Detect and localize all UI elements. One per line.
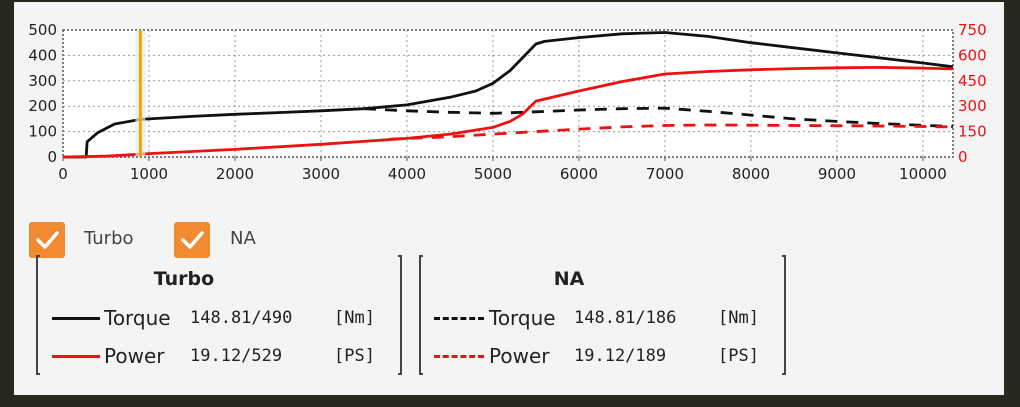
x-tick-label: 5000 [474, 165, 512, 183]
torque-power-chart: 0 1000 2000 3000 4000 5000 6000 7000 8000 9000 100… [28, 21, 987, 183]
y-right-tick-label: 450 [958, 72, 987, 90]
turbo-power-unit: [PS] [334, 346, 375, 366]
turbo-legend-bracket-right [398, 255, 402, 375]
torque-power-panel: 0 1000 2000 3000 4000 5000 6000 7000 8000 9000 100… [14, 2, 1004, 395]
x-tick-label: 3000 [302, 165, 340, 183]
turbo-torque-unit: [Nm] [334, 308, 375, 328]
na-torque-name: Torque [489, 306, 556, 330]
y-right-tick-label: 750 [958, 21, 987, 39]
turbo-torque-name: Torque [104, 306, 171, 330]
y-right-tick-label: 0 [958, 148, 968, 166]
na-torque-value: 148.81/186 [574, 308, 677, 328]
y-left-tick-label: 100 [28, 123, 57, 141]
series-na-torque [363, 106, 954, 128]
turbo-checkbox[interactable] [29, 222, 65, 258]
na-power-legend-row: Power 19.12/189 [PS] [434, 343, 779, 369]
y-left-tick-label: 200 [28, 97, 57, 115]
series-turbo-power [62, 66, 954, 159]
y-right-tick-label: 150 [958, 123, 987, 141]
turbo-torque-value: 148.81/490 [190, 308, 293, 328]
na-legend-bracket-left [419, 255, 423, 375]
turbo-legend-title: Turbo [153, 268, 215, 290]
series-na-power [389, 123, 954, 141]
x-tick-label: 4000 [388, 165, 426, 183]
turbo-power-line-swatch [52, 355, 100, 358]
y-left-tick-label: 300 [28, 72, 57, 90]
checkmark-icon [181, 231, 204, 249]
x-tick-label: 10000 [899, 165, 947, 183]
turbo-power-name: Power [104, 344, 165, 368]
y-right-tick-label: 600 [958, 46, 987, 64]
na-power-unit: [PS] [718, 346, 759, 366]
turbo-power-legend-row: Power 19.12/529 [PS] [52, 343, 392, 369]
turbo-checkbox-label: Turbo [84, 228, 134, 249]
x-tick-label: 1000 [130, 165, 168, 183]
y-left-tick-label: 400 [28, 46, 57, 64]
na-power-name: Power [489, 344, 550, 368]
y-left-tick-label: 500 [28, 21, 57, 39]
na-power-line-swatch [434, 355, 484, 358]
na-power-value: 19.12/189 [574, 346, 667, 366]
turbo-power-value: 19.12/529 [190, 346, 283, 366]
na-legend-title: NA [553, 268, 585, 290]
na-legend-bracket-right [782, 255, 786, 375]
x-tick-label: 2000 [216, 165, 254, 183]
checkmark-icon [36, 231, 59, 249]
x-tick-label: 6000 [560, 165, 598, 183]
x-tick-label: 7000 [646, 165, 684, 183]
na-torque-legend-row: Torque 148.81/186 [Nm] [434, 305, 779, 331]
plot-area [62, 29, 954, 158]
x-tick-label: 9000 [818, 165, 856, 183]
na-checkbox[interactable] [174, 222, 210, 258]
na-torque-unit: [Nm] [718, 308, 759, 328]
na-checkbox-label: NA [230, 228, 256, 249]
na-torque-line-swatch [434, 317, 484, 320]
y-right-tick-label: 300 [958, 97, 987, 115]
turbo-torque-legend-row: Torque 148.81/490 [Nm] [52, 305, 392, 331]
x-tick-label: 0 [58, 165, 68, 183]
x-tick-label: 8000 [732, 165, 770, 183]
turbo-legend-bracket-left [36, 255, 40, 375]
turbo-torque-line-swatch [52, 317, 100, 320]
y-left-tick-label: 0 [47, 148, 57, 166]
series-turbo-torque [63, 31, 954, 159]
